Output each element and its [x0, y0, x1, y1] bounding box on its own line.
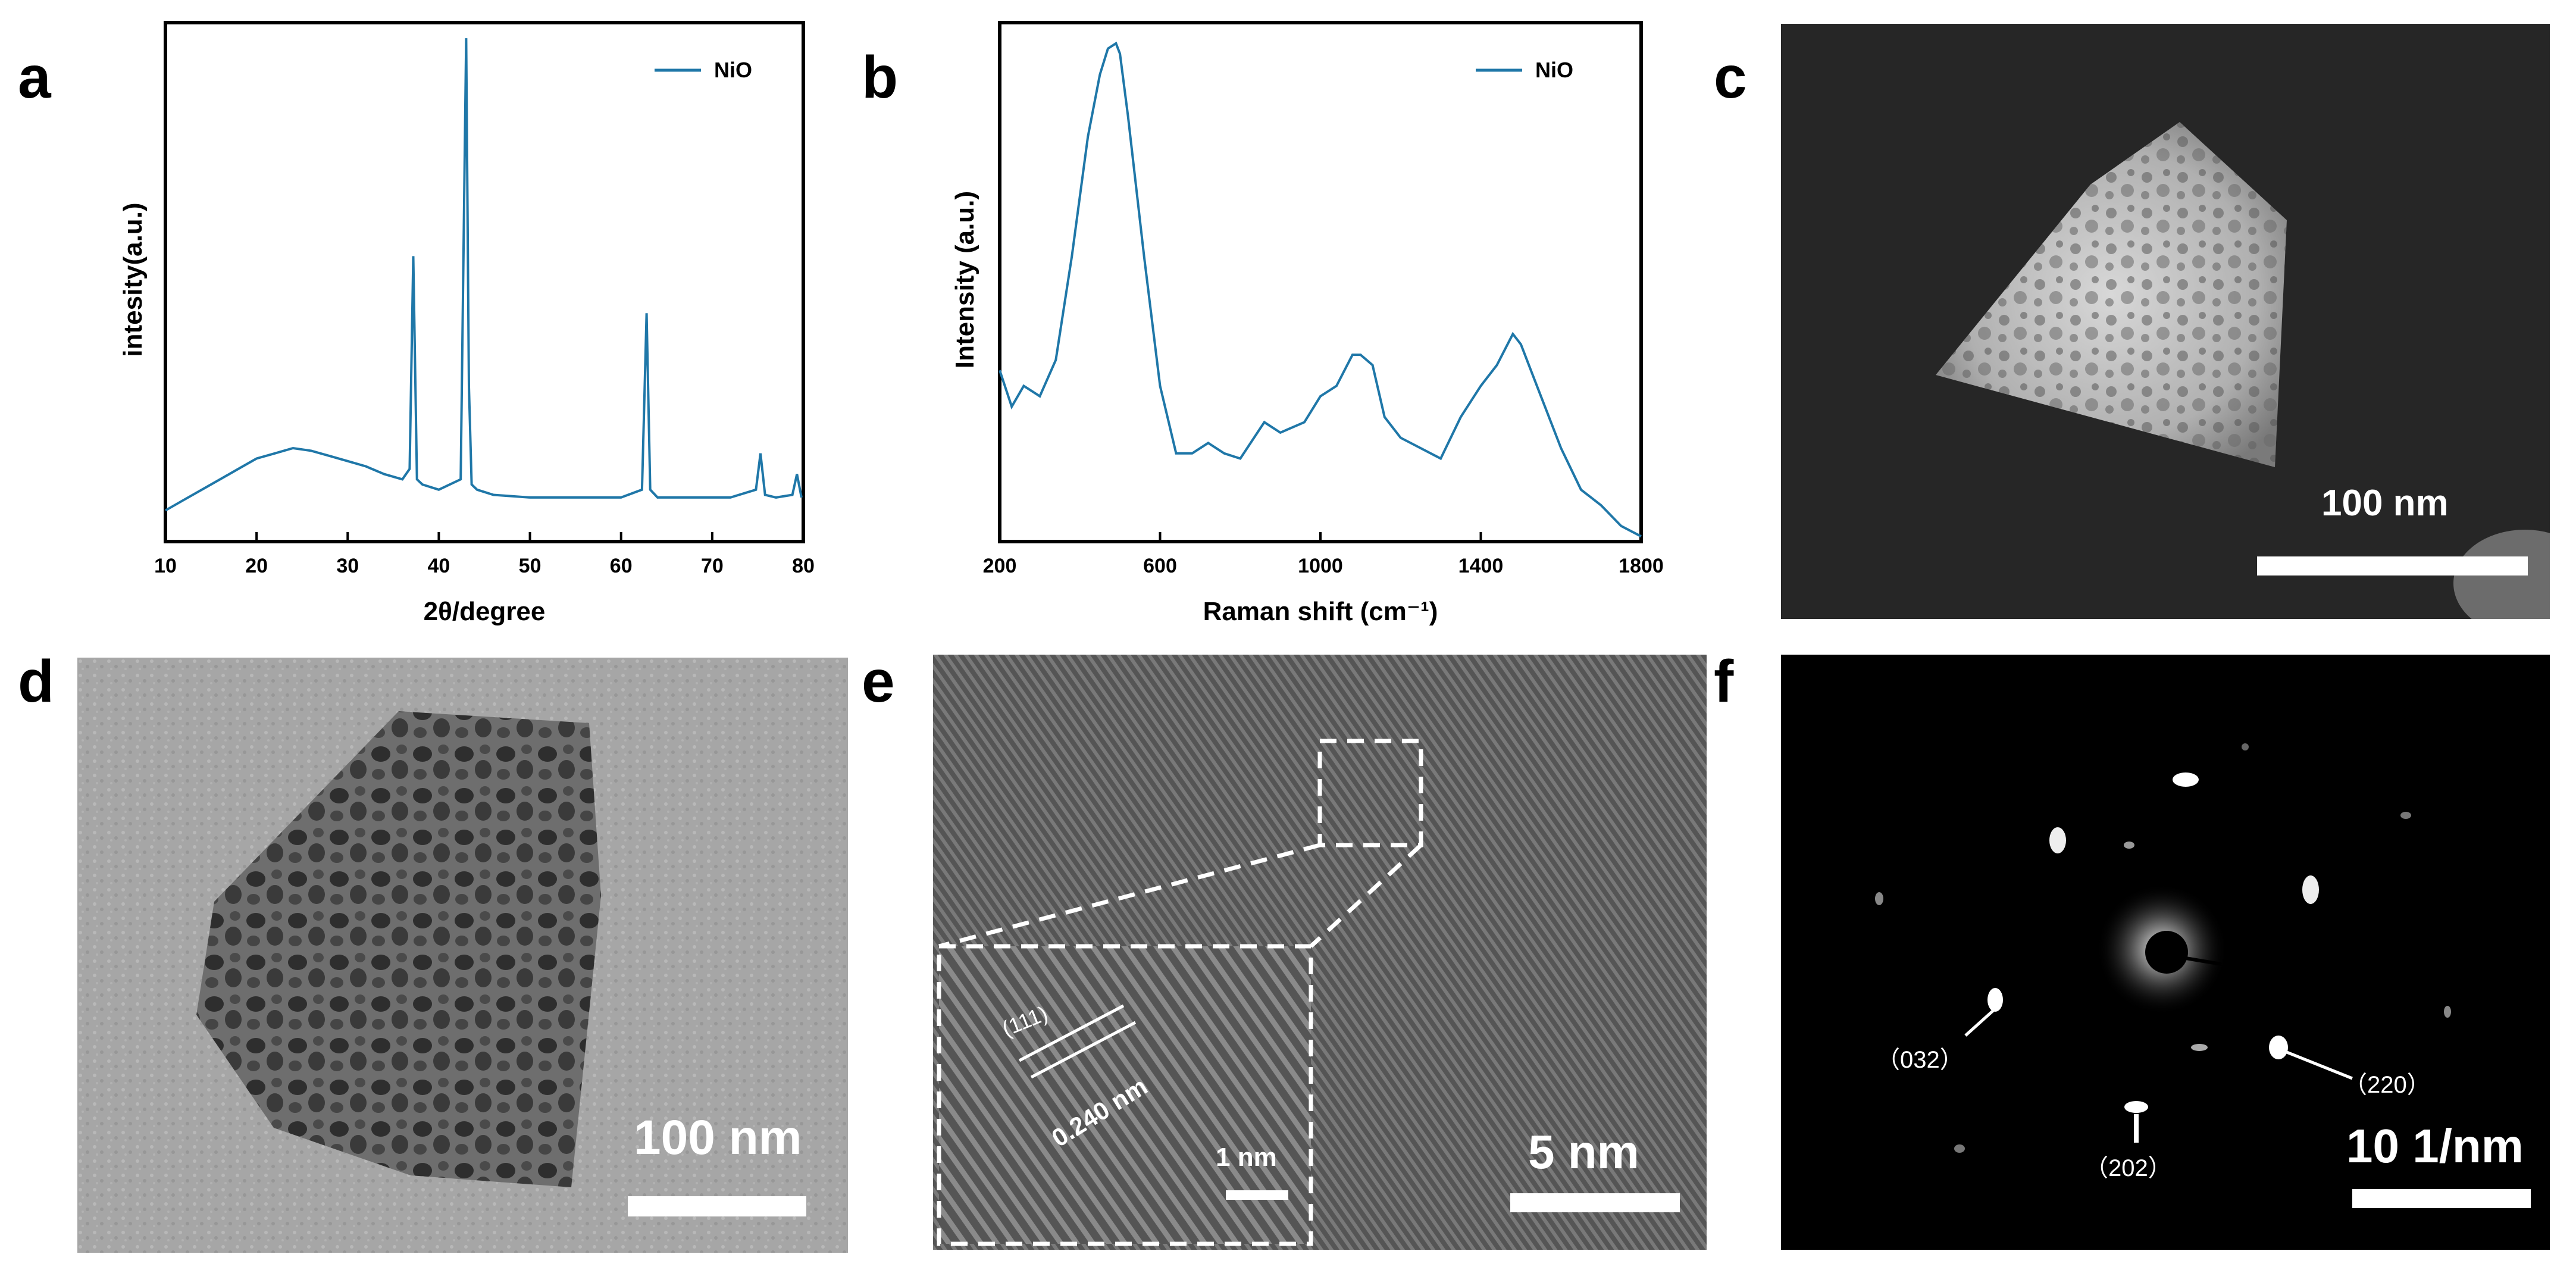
- saed-label-202: （202）: [2084, 1155, 2172, 1181]
- diffraction-spot: [2124, 1101, 2148, 1113]
- tem-scale-label: 100 nm: [634, 1111, 802, 1165]
- tem-scale-bar: [628, 1196, 806, 1216]
- sem-scale-label: 100 nm: [2321, 483, 2449, 524]
- x-tick-label: 1000: [1298, 555, 1343, 577]
- x-tick-label: 20: [245, 555, 268, 577]
- xrd-series-line: [165, 38, 803, 512]
- lattice-line-2: [1030, 1021, 1137, 1079]
- hrtem-inset-scale-label: 1 nm: [1216, 1143, 1277, 1172]
- beam-stop: [2145, 931, 2188, 974]
- raman-x-axis-title: Raman shift (cm⁻¹): [1203, 597, 1438, 626]
- panel-label-b: b: [862, 44, 899, 111]
- xrd-y-axis-title: intesity(a.u.): [118, 202, 148, 356]
- x-tick-label: 10: [154, 555, 177, 577]
- x-tick-label: 30: [336, 555, 359, 577]
- x-tick-label: 80: [792, 555, 815, 577]
- x-tick-label: 200: [983, 555, 1017, 577]
- hrtem-image: (111) 0.240 nm 1 nm 5 nm: [933, 655, 1707, 1250]
- raman-series-line: [999, 41, 1642, 538]
- x-tick-label: 50: [519, 555, 542, 577]
- panel-label-c: c: [1714, 44, 1747, 111]
- hrtem-scale-bar: [1510, 1193, 1680, 1212]
- panel-label-e: e: [862, 648, 895, 715]
- x-tick-label: 40: [428, 555, 450, 577]
- tem-particle: [196, 711, 601, 1187]
- saed-label-220: （220）: [2343, 1072, 2431, 1098]
- saed-label-032: （032）: [1876, 1047, 1964, 1073]
- diffraction-spot: [2302, 875, 2319, 904]
- hrtem-zoom-region: [1317, 739, 1423, 847]
- hrtem-inset-scale-bar: [1226, 1190, 1288, 1200]
- x-tick-label: 60: [610, 555, 633, 577]
- sem-image: 100 nm: [1781, 24, 2550, 619]
- xrd-plot-frame: [164, 21, 805, 543]
- panel-label-d: d: [18, 648, 55, 715]
- saed-image: （032） （202） （220） 10 1/nm: [1781, 655, 2550, 1250]
- x-tick-label: 70: [701, 555, 724, 577]
- panel-label-f: f: [1714, 648, 1734, 715]
- x-tick-label: 600: [1143, 555, 1177, 577]
- hrtem-inset-frame: [937, 944, 1313, 1246]
- raman-chart: 200 600 1000 1400 1800 NiO Raman shift (cm⁻¹…: [950, 21, 1664, 626]
- xrd-chart: 10 20 30 40 50 60 70 80 NiO 2θ/degree intesity(…: [118, 21, 815, 626]
- raman-legend-label: NiO: [1535, 58, 1573, 82]
- diffraction-spot: [1987, 988, 2003, 1012]
- diffraction-spot: [2049, 827, 2066, 853]
- x-tick-label: 1400: [1458, 555, 1504, 577]
- hrtem-scale-label: 5 nm: [1528, 1125, 1639, 1178]
- diffraction-spot: [2173, 772, 2199, 787]
- raman-y-axis-title: Intensity (a.u.): [950, 191, 979, 368]
- xrd-legend-label: NiO: [714, 58, 752, 82]
- sem-scale-bar: [2257, 556, 2528, 575]
- panel-label-a: a: [18, 44, 51, 111]
- tem-image: 100 nm: [77, 658, 848, 1253]
- saed-scale-label: 10 1/nm: [2346, 1119, 2524, 1172]
- saed-scale-bar: [2352, 1189, 2531, 1208]
- diffraction-spot: [2269, 1036, 2288, 1059]
- lattice-line-1: [1018, 1004, 1125, 1062]
- x-tick-label: 1800: [1619, 555, 1664, 577]
- xrd-x-axis-title: 2θ/degree: [424, 597, 546, 626]
